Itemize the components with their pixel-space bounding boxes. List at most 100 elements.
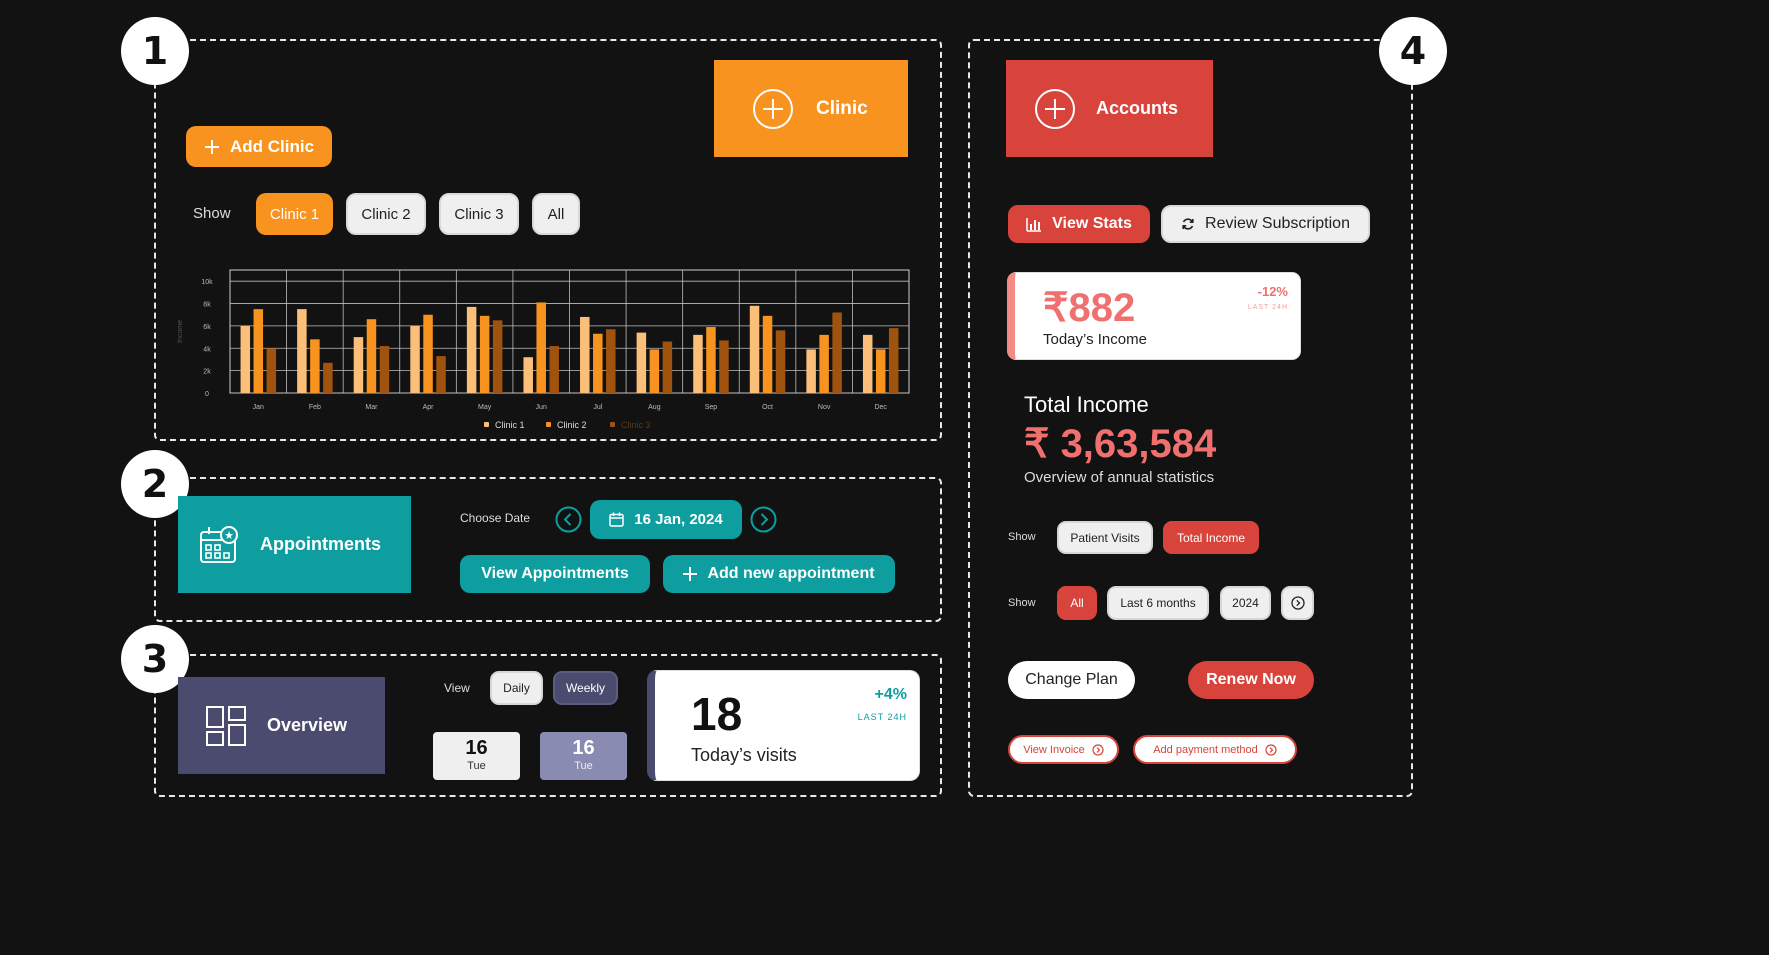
visits-change: +4% (874, 686, 907, 703)
todays-income-card: ₹882 Today’s Income -12% LAST 24H (1007, 272, 1301, 360)
bar-clinic-1-jul (580, 316, 590, 393)
bar-clinic-1-apr (410, 325, 420, 393)
bar-clinic-1-dec (862, 334, 873, 393)
filter-clinic-3[interactable]: Clinic 3 (439, 193, 519, 235)
total-income-subtitle: Overview of annual statistics (1024, 469, 1215, 486)
legend-label: Clinic 3 (621, 420, 651, 430)
legend-swatch (546, 422, 551, 427)
toggle-patient-visits[interactable]: Patient Visits (1057, 521, 1153, 554)
day-card-daily[interactable]: 16 Tue (433, 732, 520, 780)
bar-clinic-3-feb (323, 362, 333, 393)
clinic-tile[interactable]: Clinic (714, 60, 908, 157)
plus-icon (204, 139, 219, 154)
section-1-frame (154, 39, 942, 441)
day-number: 16 (572, 737, 595, 759)
filter-clinic-2[interactable]: Clinic 2 (346, 193, 426, 235)
bar-clinic-1-oct (749, 305, 760, 393)
bar-clinic-2-dec (875, 349, 886, 393)
bar-clinic-3-dec (888, 328, 899, 393)
filter-clinic-1[interactable]: Clinic 1 (256, 193, 333, 235)
filter-all[interactable]: All (532, 193, 580, 235)
view-stats-button[interactable]: View Stats (1008, 205, 1150, 243)
bar-clinic-2-apr (423, 314, 433, 393)
bar-clinic-2-sep (706, 327, 716, 393)
toggle-total-income[interactable]: Total Income (1163, 521, 1259, 554)
visits-value: 18 (691, 688, 743, 740)
x-tick-label: Aug (648, 404, 661, 411)
income-period: LAST 24H (1247, 304, 1288, 311)
x-tick-label: Dec (874, 404, 887, 411)
x-tick-label: Feb (309, 404, 321, 411)
bar-clinic-1-aug (636, 332, 647, 393)
show-label: Show (193, 205, 231, 222)
bar-clinic-1-feb (297, 309, 307, 393)
view-invoice-label: View Invoice (1023, 743, 1085, 756)
bar-clinic-2-feb (310, 339, 320, 393)
bar-clinic-1-may (466, 306, 477, 393)
bar-clinic-3-aug (662, 341, 673, 393)
view-invoice-link[interactable]: View Invoice (1008, 735, 1119, 764)
range-all[interactable]: All (1057, 586, 1097, 620)
section-2-frame (154, 477, 942, 622)
accounts-tile-label: Accounts (1096, 98, 1179, 118)
next-date-button[interactable] (750, 506, 777, 533)
x-tick-label: Mar (365, 404, 378, 411)
appointments-tile[interactable]: ★ Appointments (178, 496, 411, 593)
y-tick-label: 2k (203, 369, 211, 376)
day-card-weekly[interactable]: 16 Tue (540, 732, 627, 780)
x-tick-label: Nov (818, 404, 831, 411)
dashboard-layout-icon (206, 705, 246, 746)
toggle-weekly[interactable]: Weekly (553, 671, 618, 705)
range-more-button[interactable] (1281, 586, 1314, 620)
bar-clinic-1-sep (693, 334, 703, 393)
section-badge-4: 4 (1379, 17, 1447, 85)
circle-arrow-icon (1290, 596, 1305, 610)
calendar-star-icon: ★ (200, 525, 238, 563)
y-tick-label: 10k (201, 279, 213, 286)
renew-now-button[interactable]: Renew Now (1188, 661, 1314, 699)
view-appointments-button[interactable]: View Appointments (460, 555, 650, 593)
add-payment-method-label: Add payment method (1153, 743, 1258, 756)
day-name: Tue (467, 760, 486, 772)
accounts-tile[interactable]: Accounts (1006, 60, 1213, 157)
x-tick-label: Jun (536, 404, 547, 411)
change-plan-button[interactable]: Change Plan (1008, 661, 1135, 699)
add-clinic-label: Add Clinic (229, 136, 315, 156)
section-badge-3: 3 (121, 625, 189, 693)
legend-swatch (484, 422, 489, 427)
bar-clinic-2-may (479, 315, 490, 393)
range-2024[interactable]: 2024 (1220, 586, 1271, 620)
prev-date-button[interactable] (555, 506, 582, 533)
bar-clinic-2-aug (649, 349, 660, 393)
todays-visits-card: 18 Today’s visits +4% LAST 24H (647, 670, 920, 781)
bar-clinic-3-sep (719, 340, 729, 393)
bar-chart-icon (1026, 218, 1042, 232)
circle-arrow-icon (1092, 743, 1104, 756)
date-value: 16 Jan, 2024 (634, 511, 723, 528)
plus-circle-icon (753, 88, 793, 129)
range-last-6-months[interactable]: Last 6 months (1107, 586, 1209, 620)
bar-clinic-3-nov (832, 312, 842, 393)
add-payment-method-link[interactable]: Add payment method (1133, 735, 1297, 764)
y-tick-label: 0 (205, 391, 209, 398)
bar-clinic-3-jul (606, 329, 616, 393)
income-value: ₹882 (1043, 286, 1136, 330)
visits-label: Today’s visits (691, 745, 797, 765)
total-income-title: Total Income (1024, 392, 1149, 417)
review-subscription-button[interactable]: Review Subscription (1161, 205, 1370, 243)
bar-clinic-3-jun (549, 346, 559, 393)
date-picker-button[interactable]: 16 Jan, 2024 (590, 500, 742, 539)
toggle-daily[interactable]: Daily (490, 671, 543, 705)
appointments-tile-label: Appointments (260, 534, 381, 554)
add-clinic-button[interactable]: Add Clinic (186, 126, 332, 167)
x-tick-label: Apr (423, 404, 435, 411)
x-tick-label: Jan (253, 404, 264, 411)
add-appointment-button[interactable]: Add new appointment (663, 555, 895, 593)
refresh-icon (1182, 218, 1194, 230)
visits-period: LAST 24H (857, 712, 907, 722)
overview-tile[interactable]: Overview (178, 677, 385, 774)
show-label-metric: Show (1008, 531, 1036, 543)
bar-clinic-2-nov (819, 334, 829, 393)
bar-clinic-1-jan (240, 325, 251, 393)
x-tick-label: May (478, 404, 492, 411)
